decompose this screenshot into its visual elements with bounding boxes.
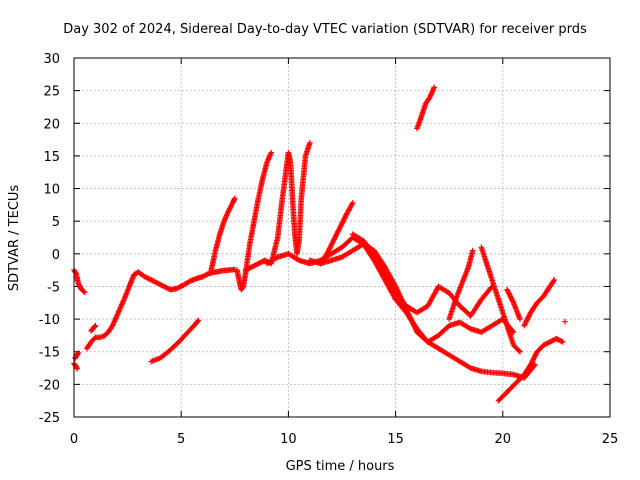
y-axis-ticks: -25 -20 -15 -10 -5 0 5 10 15 20 25 30 xyxy=(39,52,610,426)
data-point xyxy=(349,200,356,206)
data-point xyxy=(268,149,275,156)
data-point xyxy=(469,247,476,254)
data-point xyxy=(75,350,82,356)
y-tick-label: -5 xyxy=(47,280,60,295)
data-point xyxy=(517,316,523,322)
data-point xyxy=(81,289,88,296)
y-tick-label: 25 xyxy=(43,85,60,100)
data-point xyxy=(551,277,558,283)
y-tick-label: 5 xyxy=(52,215,60,230)
x-axis-label: GPS time / hours xyxy=(286,459,395,474)
y-tick-label: -15 xyxy=(39,346,60,361)
data-point xyxy=(232,195,238,202)
y-tick-label: 0 xyxy=(52,248,60,263)
y-tick-label: -20 xyxy=(39,378,60,393)
y-tick-label: -10 xyxy=(39,313,60,328)
data-points xyxy=(71,84,568,404)
data-point xyxy=(560,339,566,345)
data-point xyxy=(307,140,313,146)
data-point xyxy=(80,288,87,295)
data-point xyxy=(516,347,522,354)
data-point xyxy=(239,284,246,291)
x-tick-label: 15 xyxy=(387,432,404,447)
data-point xyxy=(195,317,202,324)
y-tick-label: -25 xyxy=(39,411,60,426)
data-point xyxy=(194,318,201,325)
y-tick-label: 10 xyxy=(43,183,60,198)
y-tick-label: 15 xyxy=(43,150,60,165)
data-point xyxy=(92,322,99,329)
x-tick-label: 0 xyxy=(70,432,78,447)
x-tick-label: 25 xyxy=(602,432,619,447)
data-point xyxy=(91,323,98,330)
data-point xyxy=(562,318,568,325)
y-axis-label: SDTVAR / TECUs xyxy=(7,185,22,292)
chart-title: Day 302 of 2024, Sidereal Day-to-day VTE… xyxy=(63,22,587,37)
data-point xyxy=(509,328,516,334)
x-tick-label: 20 xyxy=(495,432,512,447)
y-tick-label: 20 xyxy=(43,117,60,132)
data-point xyxy=(431,84,437,91)
data-point xyxy=(517,348,523,355)
plot-frame xyxy=(73,57,611,418)
y-tick-label: 30 xyxy=(43,52,60,67)
data-point xyxy=(74,365,81,372)
x-tick-label: 5 xyxy=(177,432,185,447)
x-tick-label: 10 xyxy=(280,432,297,447)
data-point xyxy=(91,335,98,342)
x-axis-ticks: 0 5 10 15 20 25 xyxy=(70,58,618,447)
